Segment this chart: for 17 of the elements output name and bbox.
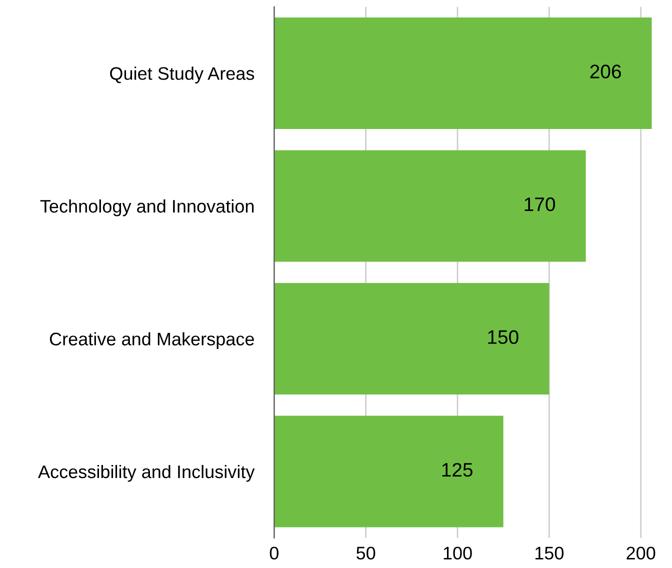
y-tick-label: Creative and Makerspace bbox=[50, 332, 254, 350]
x-tick-label: 0 bbox=[270, 546, 278, 560]
bar bbox=[274, 17, 652, 129]
x-tick-label: 100 bbox=[444, 546, 472, 560]
y-tick-label: Accessibility and Inclusivity bbox=[38, 464, 255, 482]
data-label: 206 bbox=[590, 64, 621, 78]
x-tick-label: 200 bbox=[626, 546, 656, 560]
data-label: 125 bbox=[442, 462, 472, 477]
data-label: 150 bbox=[488, 330, 518, 344]
data-label: 170 bbox=[524, 197, 556, 212]
bar bbox=[274, 282, 550, 395]
bar bbox=[274, 150, 586, 262]
y-tick-label: Quiet Study Areas bbox=[110, 66, 254, 84]
x-tick-label: 150 bbox=[535, 546, 564, 560]
bar bbox=[274, 416, 504, 528]
y-tick-label: Technology and Innovation bbox=[40, 199, 254, 216]
x-tick-label: 50 bbox=[356, 546, 376, 560]
